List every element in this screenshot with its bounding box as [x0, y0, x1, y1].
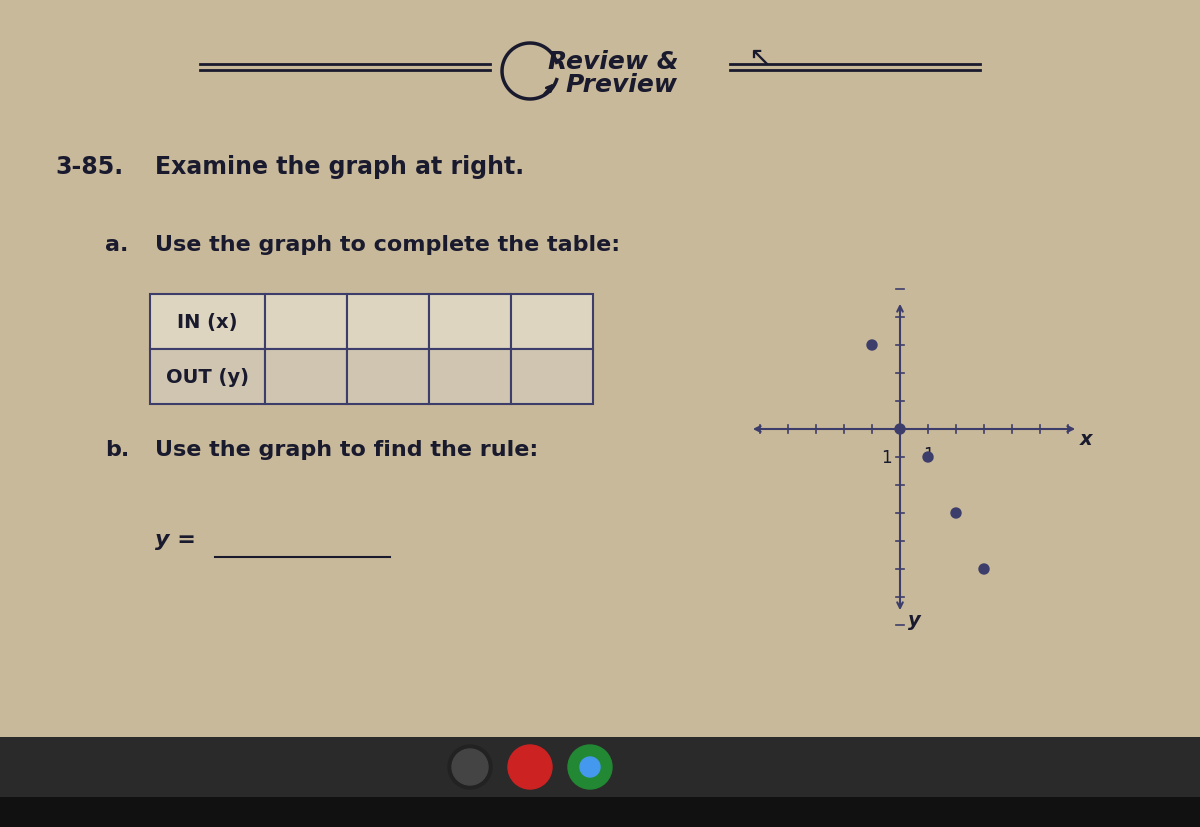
Text: y =: y =: [155, 529, 196, 549]
Circle shape: [923, 452, 934, 462]
Bar: [347, 350, 430, 404]
Bar: [511, 294, 593, 350]
Text: Preview: Preview: [565, 73, 677, 97]
Text: Examine the graph at right.: Examine the graph at right.: [155, 155, 524, 179]
Circle shape: [452, 749, 488, 785]
Circle shape: [952, 509, 961, 519]
Text: IN (x): IN (x): [178, 313, 238, 332]
Text: y: y: [908, 611, 920, 629]
Bar: [265, 350, 347, 404]
Bar: [150, 294, 265, 350]
Circle shape: [448, 745, 492, 789]
Text: a.: a.: [106, 235, 128, 255]
Text: OUT (y): OUT (y): [166, 367, 250, 386]
Text: b.: b.: [106, 439, 130, 460]
Text: 3-85.: 3-85.: [55, 155, 124, 179]
Bar: [430, 294, 511, 350]
Circle shape: [979, 564, 989, 574]
Text: ↖: ↖: [749, 44, 772, 72]
Circle shape: [508, 745, 552, 789]
Text: x: x: [1080, 430, 1092, 449]
Circle shape: [580, 757, 600, 777]
Text: 1: 1: [881, 448, 892, 466]
Bar: [511, 350, 593, 404]
Circle shape: [895, 424, 905, 434]
Bar: [265, 294, 347, 350]
Text: 1: 1: [923, 446, 934, 463]
Text: Review &: Review &: [548, 50, 678, 74]
Circle shape: [568, 745, 612, 789]
Bar: [0, 797, 1200, 827]
Circle shape: [866, 341, 877, 351]
Text: Use the graph to complete the table:: Use the graph to complete the table:: [155, 235, 620, 255]
Bar: [347, 294, 430, 350]
Text: Use the graph to find the rule:: Use the graph to find the rule:: [155, 439, 539, 460]
Bar: [150, 350, 265, 404]
Bar: [0, 737, 1200, 827]
Bar: [430, 350, 511, 404]
